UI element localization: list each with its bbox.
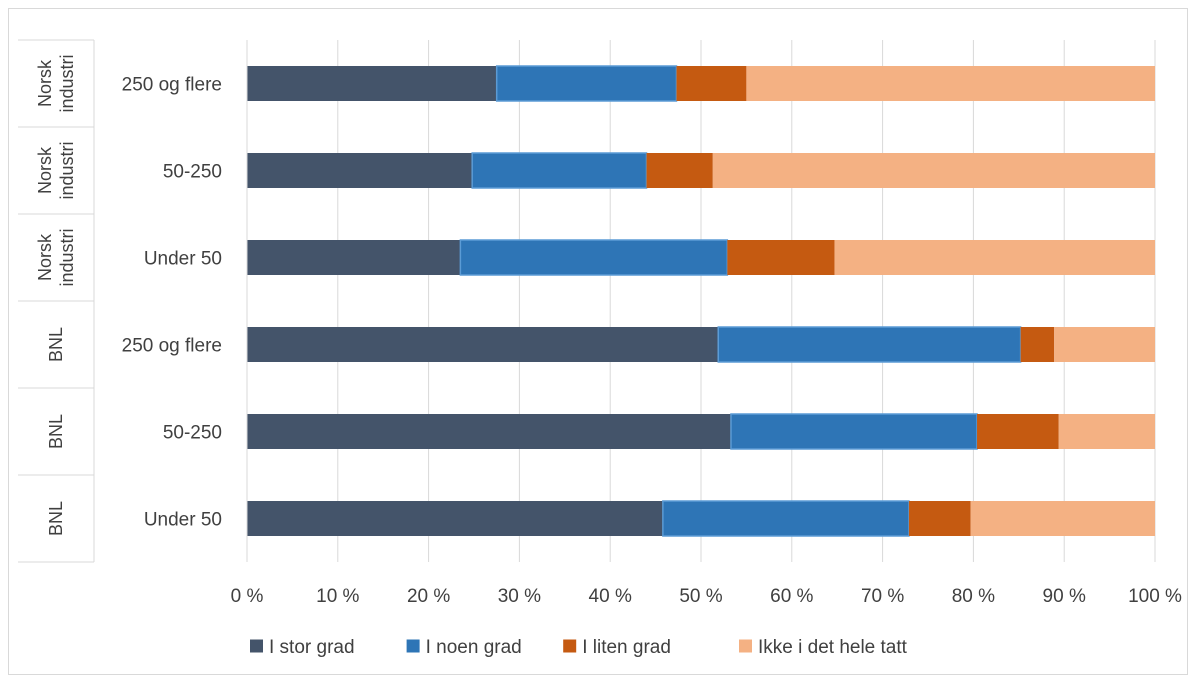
bar-segment [676, 66, 747, 101]
category-label: Under 50 [144, 249, 222, 270]
group-label-line: BNL [46, 414, 66, 449]
x-tick-label: 0 % [231, 586, 264, 607]
bar-segment [495, 65, 678, 102]
bar-segment [662, 500, 910, 537]
group-label: BNL [46, 414, 66, 449]
x-tick-label: 10 % [316, 586, 359, 607]
x-tick-label: 30 % [498, 586, 541, 607]
x-tick-label: 40 % [589, 586, 632, 607]
x-tick-label: 90 % [1043, 586, 1086, 607]
x-tick-label: 100 % [1128, 586, 1182, 607]
legend-swatch [406, 639, 420, 653]
legend: I stor grad I noen grad I liten grad Ikke i… [250, 637, 908, 658]
bar-segment [247, 240, 461, 275]
x-tick-label: 80 % [952, 586, 995, 607]
group-label: BNL [46, 327, 66, 362]
bar-segment [730, 413, 978, 450]
legend-label: Ikke i det hele tatt [758, 637, 908, 658]
x-tick-label: 60 % [770, 586, 813, 607]
bar-segment [746, 66, 1155, 101]
group-label-line: industri [57, 54, 77, 112]
legend-label: I noen grad [426, 637, 522, 658]
bar-segment [646, 153, 713, 188]
legend-label: I liten grad [582, 637, 671, 658]
group-label-line: BNL [46, 501, 66, 536]
x-tick-label: 50 % [679, 586, 722, 607]
category-label: 50-250 [163, 162, 222, 183]
group-label-line: BNL [46, 327, 66, 362]
bar-segment [247, 66, 497, 101]
group-label: BNL [46, 501, 66, 536]
bars [247, 65, 1155, 537]
legend-swatch [563, 639, 577, 653]
legend-swatch [250, 639, 263, 653]
category-label: 250 og flere [122, 336, 222, 357]
bar-segment [712, 153, 1155, 188]
group-label-line: Norsk [35, 233, 55, 281]
group-label-line: industri [57, 228, 77, 286]
x-tick-label: 70 % [861, 586, 904, 607]
bar-segment [247, 327, 719, 362]
group-label: Norsk industri [35, 228, 77, 286]
group-label: Norsk industri [35, 141, 77, 199]
legend-label: I stor grad [269, 637, 355, 658]
bar-segment [908, 501, 971, 536]
x-axis-ticks: 0 % 10 % 20 % 30 % 40 % 50 % 60 % 70 % 80 % 90 % 1… [231, 586, 1182, 607]
bar-segment [970, 501, 1155, 536]
bar-segment [247, 153, 473, 188]
group-label-line: Norsk [35, 59, 55, 107]
bar-segment [1054, 327, 1155, 362]
bar-segment [247, 501, 663, 536]
bar-segment [977, 414, 1059, 449]
bar-segment [717, 326, 1022, 363]
bar-segment [471, 152, 648, 189]
group-label-line: Norsk [35, 146, 55, 194]
bar-segment [459, 239, 729, 276]
category-label: 50-250 [163, 423, 222, 444]
bar-segment [1020, 327, 1055, 362]
gridlines [246, 40, 1156, 562]
bar-segment [834, 240, 1155, 275]
legend-swatch [739, 639, 752, 653]
bar-segment [1058, 414, 1155, 449]
bar-segment [247, 414, 731, 449]
group-label-line: industri [57, 141, 77, 199]
category-label: Under 50 [144, 510, 222, 531]
x-tick-label: 20 % [407, 586, 450, 607]
category-label: 250 og flere [122, 75, 222, 96]
bar-segment [727, 240, 835, 275]
group-label: Norsk industri [35, 54, 77, 112]
